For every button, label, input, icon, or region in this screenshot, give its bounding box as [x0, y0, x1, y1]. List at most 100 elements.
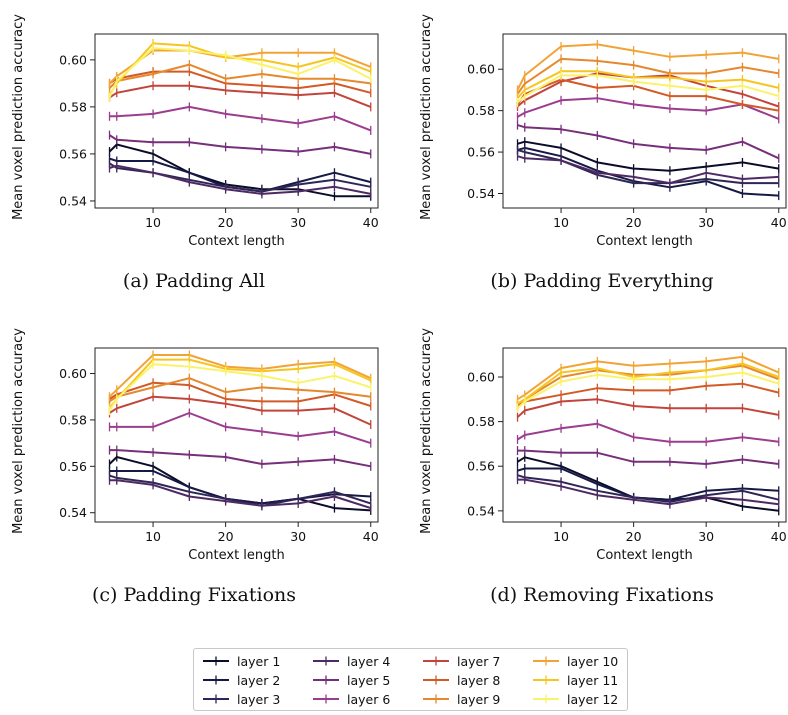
- x-tick-label: 20: [218, 529, 234, 544]
- legend-label: layer 3: [237, 691, 281, 707]
- series-12: [516, 368, 780, 413]
- legend-item: layer 10: [532, 652, 618, 670]
- caption: (c) Padding Fixations: [91, 584, 297, 606]
- chart-svg: 0.54 0.56 0.58 0.60 10 20 30 40 Context length Me…: [419, 328, 787, 563]
- legend-item: layer 6: [312, 690, 390, 708]
- legend-label: layer 4: [347, 653, 391, 669]
- y-tick-label: 0.56: [59, 459, 87, 474]
- x-tick-label: 30: [698, 215, 714, 230]
- x-axis-label: Context length: [188, 548, 285, 563]
- y-tick-label: 0.60: [59, 52, 87, 67]
- x-tick-label: 10: [553, 529, 569, 544]
- y-axis-label: Mean voxel prediction accuracy: [419, 14, 434, 220]
- legend-swatch: [313, 675, 339, 685]
- legend-label: layer 10: [567, 653, 619, 669]
- legend-swatch: [423, 656, 449, 666]
- x-axis-label: Context length: [188, 234, 285, 249]
- series-6: [516, 93, 780, 124]
- y-tick-label: 0.58: [467, 414, 495, 429]
- y-axis-label: Mean voxel prediction accuracy: [11, 14, 26, 220]
- plot-frame: [94, 33, 379, 209]
- chart-svg: 0.54 0.56 0.58 0.60 10 20 30 40 Context length Me…: [11, 328, 379, 563]
- legend-item: layer 1: [202, 652, 280, 670]
- series-9: [108, 373, 372, 406]
- y-tick-label: 0.54: [467, 503, 495, 518]
- series-6: [108, 408, 372, 448]
- series-6: [108, 102, 372, 135]
- legend-item: layer 7: [422, 652, 500, 670]
- legend-swatch: [533, 656, 559, 666]
- series-7: [108, 81, 372, 112]
- legend-label: layer 5: [347, 672, 391, 688]
- legend-label: layer 11: [567, 672, 619, 688]
- legend-swatch: [423, 694, 449, 704]
- series-7: [108, 392, 372, 430]
- legend-label: layer 6: [347, 691, 391, 707]
- chart-panel-d: 0.54 0.56 0.58 0.60 10 20 30 40 Context length Me…: [412, 318, 788, 618]
- legend-swatch: [203, 656, 229, 666]
- series-12: [108, 359, 372, 416]
- caption: (a) Padding All: [122, 270, 266, 292]
- x-tick-label: 10: [145, 215, 161, 230]
- x-tick-label: 40: [771, 529, 787, 544]
- y-tick-label: 0.58: [59, 412, 87, 427]
- x-tick-label: 40: [363, 529, 379, 544]
- y-tick-label: 0.58: [467, 103, 495, 118]
- series-4: [108, 161, 372, 199]
- y-tick-label: 0.54: [59, 505, 87, 520]
- series-12: [516, 70, 780, 107]
- legend-label: layer 2: [237, 672, 281, 688]
- y-axis-label: Mean voxel prediction accuracy: [11, 328, 26, 534]
- legend-swatch: [313, 694, 339, 704]
- x-tick-label: 20: [626, 529, 642, 544]
- x-tick-label: 30: [290, 529, 306, 544]
- y-tick-label: 0.58: [59, 99, 87, 114]
- legend-swatch: [423, 675, 449, 685]
- caption: (b) Padding Everything: [490, 270, 714, 292]
- legend-label: layer 8: [457, 672, 501, 688]
- legend-swatch: [203, 675, 229, 685]
- x-tick-label: 40: [771, 215, 787, 230]
- legend-item: layer 2: [202, 671, 280, 689]
- x-tick-label: 10: [553, 215, 569, 230]
- series-6: [516, 419, 780, 447]
- legend-item: layer 11: [532, 671, 618, 689]
- legend-label: layer 9: [457, 691, 501, 707]
- y-tick-label: 0.56: [59, 146, 87, 161]
- x-tick-label: 40: [363, 215, 379, 230]
- x-axis-label: Context length: [596, 548, 693, 563]
- series-4: [516, 151, 780, 188]
- series-10: [516, 39, 780, 95]
- x-tick-label: 20: [626, 215, 642, 230]
- y-tick-label: 0.54: [59, 193, 87, 208]
- series-5: [108, 445, 372, 471]
- y-tick-label: 0.60: [59, 366, 87, 381]
- series-5: [516, 446, 780, 469]
- series-7: [516, 394, 780, 422]
- legend-swatch: [533, 675, 559, 685]
- y-tick-label: 0.60: [467, 62, 495, 77]
- series-4: [516, 475, 780, 509]
- legend-label: layer 12: [567, 691, 619, 707]
- y-tick-label: 0.54: [467, 186, 495, 201]
- y-axis-label: Mean voxel prediction accuracy: [419, 328, 434, 534]
- y-tick-label: 0.56: [467, 145, 495, 160]
- series-12: [108, 43, 372, 102]
- legend-item: layer 12: [532, 690, 618, 708]
- y-tick-label: 0.60: [467, 370, 495, 385]
- x-tick-label: 10: [145, 529, 161, 544]
- chart-panel-b: 0.54 0.56 0.58 0.60 10 20 30 40 Context length Me…: [412, 4, 788, 304]
- series-4: [108, 475, 372, 513]
- legend-label: layer 1: [237, 653, 281, 669]
- legend-item: layer 3: [202, 690, 280, 708]
- chart-svg: 0.54 0.56 0.58 0.60 10 20 30 40 Context length Me…: [11, 14, 379, 249]
- series-5: [108, 130, 372, 159]
- chart-panel-c: 0.54 0.56 0.58 0.60 10 20 30 40 Context length Me…: [4, 318, 384, 618]
- legend-swatch: [313, 656, 339, 666]
- legend-swatch: [203, 694, 229, 704]
- x-tick-label: 30: [698, 529, 714, 544]
- caption: (d) Removing Fixations: [490, 584, 714, 606]
- chart-svg: 0.54 0.56 0.58 0.60 10 20 30 40 Context length Me…: [419, 14, 787, 249]
- x-axis-label: Context length: [596, 234, 693, 249]
- legend: layer 1 layer 2 layer 3 layer 4 layer 5 layer…: [193, 648, 628, 711]
